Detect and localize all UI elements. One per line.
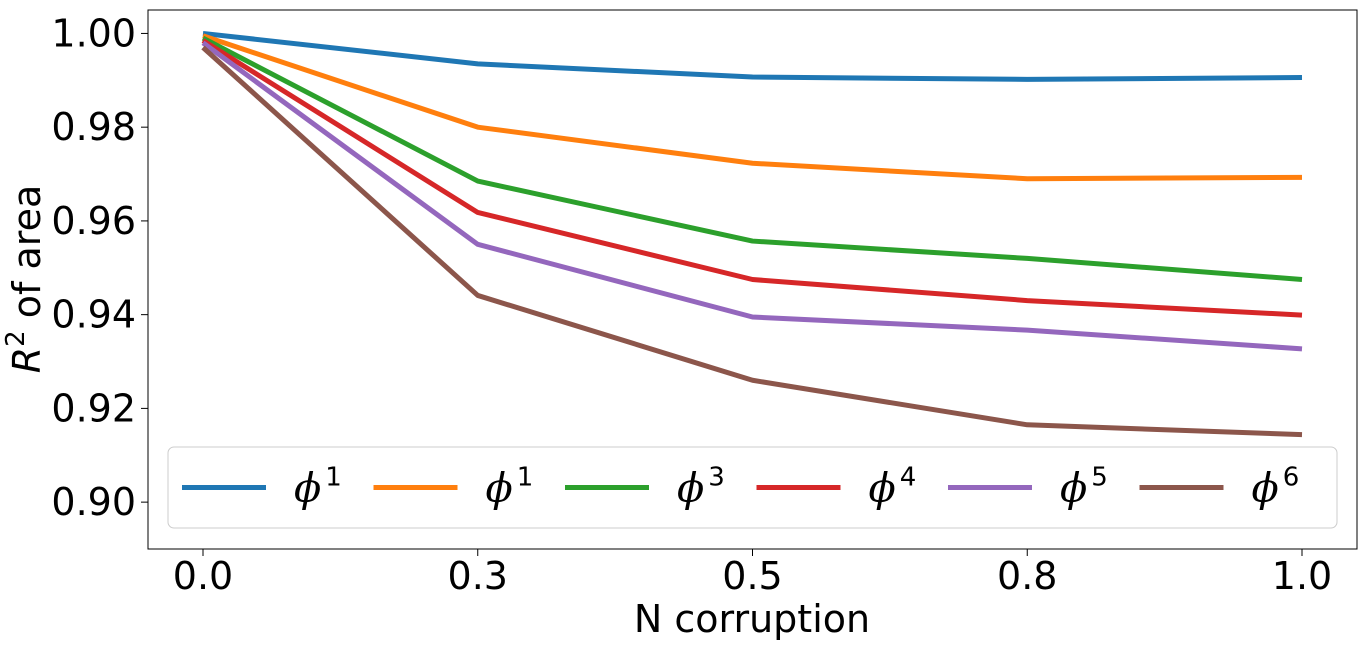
series-line-2	[202, 33, 1303, 182]
y-tick-label: 0.92	[51, 386, 136, 430]
y-tick-label: 1.00	[51, 11, 136, 55]
series-line-1	[202, 30, 1303, 82]
series-line-5	[201, 40, 1303, 352]
series-line-6	[201, 45, 1303, 438]
y-tick-label: 0.96	[51, 199, 136, 243]
svg-text:R2 of area: R2 of area	[1, 185, 49, 373]
y-tick-label: 0.94	[51, 293, 136, 337]
x-tick-label: 1.0	[1272, 554, 1332, 598]
x-tick-label: 0.8	[997, 554, 1057, 598]
x-axis-label: N corruption	[634, 597, 870, 641]
y-axis-label-rest: of area	[5, 185, 49, 331]
x-tick-label: 0.3	[448, 554, 508, 598]
series-line-3	[201, 35, 1303, 282]
x-tick-label: 0.0	[173, 554, 233, 598]
y-axis-label-base: R	[5, 347, 49, 373]
x-tick-label: 0.5	[722, 554, 782, 598]
series-line-4	[201, 38, 1303, 318]
plot-frame	[147, 9, 1358, 550]
y-axis-label-sup: 2	[1, 330, 31, 347]
y-axis-label: R2 of area	[1, 185, 49, 373]
legend-box	[167, 446, 1338, 529]
y-tick-label: 0.90	[51, 480, 136, 524]
y-tick-label: 0.98	[51, 105, 136, 149]
